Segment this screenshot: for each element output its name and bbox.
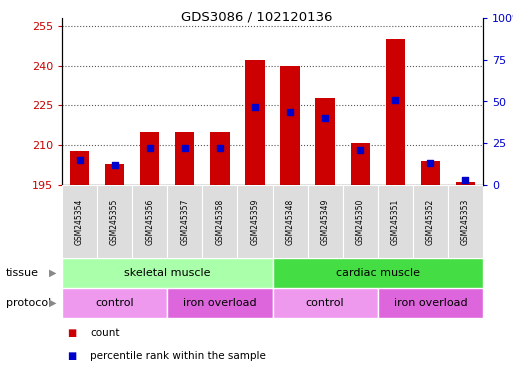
Text: cardiac muscle: cardiac muscle <box>336 268 420 278</box>
Point <box>356 147 364 153</box>
FancyBboxPatch shape <box>378 185 413 258</box>
FancyBboxPatch shape <box>62 288 167 318</box>
Point <box>251 103 259 109</box>
Text: percentile rank within the sample: percentile rank within the sample <box>90 351 266 361</box>
Text: protocol: protocol <box>6 298 51 308</box>
Point <box>75 157 84 163</box>
Text: GSM245357: GSM245357 <box>180 198 189 245</box>
Bar <box>421 161 440 185</box>
Point <box>286 108 294 114</box>
FancyBboxPatch shape <box>448 185 483 258</box>
Text: count: count <box>90 328 120 338</box>
Text: GDS3086 / 102120136: GDS3086 / 102120136 <box>181 11 332 24</box>
FancyBboxPatch shape <box>272 185 308 258</box>
Point <box>146 145 154 151</box>
Bar <box>386 39 405 185</box>
Text: GSM245358: GSM245358 <box>215 199 224 245</box>
FancyBboxPatch shape <box>308 185 343 258</box>
Bar <box>70 151 89 185</box>
Point <box>110 162 119 168</box>
FancyBboxPatch shape <box>272 258 483 288</box>
Bar <box>350 142 370 185</box>
FancyBboxPatch shape <box>167 288 272 318</box>
Text: GSM245349: GSM245349 <box>321 198 330 245</box>
Text: GSM245359: GSM245359 <box>250 198 260 245</box>
Bar <box>315 98 335 185</box>
Text: ■: ■ <box>67 351 76 361</box>
FancyBboxPatch shape <box>167 185 202 258</box>
Text: ▶: ▶ <box>49 268 57 278</box>
Text: GSM245353: GSM245353 <box>461 198 470 245</box>
FancyBboxPatch shape <box>238 185 272 258</box>
Point <box>181 145 189 151</box>
FancyBboxPatch shape <box>62 258 272 288</box>
FancyBboxPatch shape <box>378 288 483 318</box>
Text: iron overload: iron overload <box>393 298 467 308</box>
Point <box>321 115 329 121</box>
Point <box>426 160 435 166</box>
Text: control: control <box>306 298 344 308</box>
Text: tissue: tissue <box>6 268 39 278</box>
FancyBboxPatch shape <box>62 185 97 258</box>
Text: GSM245348: GSM245348 <box>286 199 294 245</box>
Text: GSM245352: GSM245352 <box>426 199 435 245</box>
Text: GSM245354: GSM245354 <box>75 198 84 245</box>
Text: ▶: ▶ <box>49 298 57 308</box>
Text: GSM245351: GSM245351 <box>391 199 400 245</box>
FancyBboxPatch shape <box>202 185 238 258</box>
Text: GSM245356: GSM245356 <box>145 198 154 245</box>
Text: iron overload: iron overload <box>183 298 256 308</box>
Bar <box>175 132 194 185</box>
Bar <box>281 66 300 185</box>
Point <box>391 97 400 103</box>
Bar <box>245 60 265 185</box>
FancyBboxPatch shape <box>132 185 167 258</box>
Text: control: control <box>95 298 134 308</box>
Bar <box>210 132 229 185</box>
Text: ■: ■ <box>67 328 76 338</box>
Point <box>216 145 224 151</box>
FancyBboxPatch shape <box>413 185 448 258</box>
Bar <box>456 182 475 185</box>
FancyBboxPatch shape <box>343 185 378 258</box>
Bar <box>105 164 124 185</box>
Text: GSM245350: GSM245350 <box>356 198 365 245</box>
FancyBboxPatch shape <box>272 288 378 318</box>
Bar <box>140 132 160 185</box>
Point <box>461 177 469 183</box>
Text: skeletal muscle: skeletal muscle <box>124 268 210 278</box>
FancyBboxPatch shape <box>97 185 132 258</box>
Text: GSM245355: GSM245355 <box>110 198 119 245</box>
